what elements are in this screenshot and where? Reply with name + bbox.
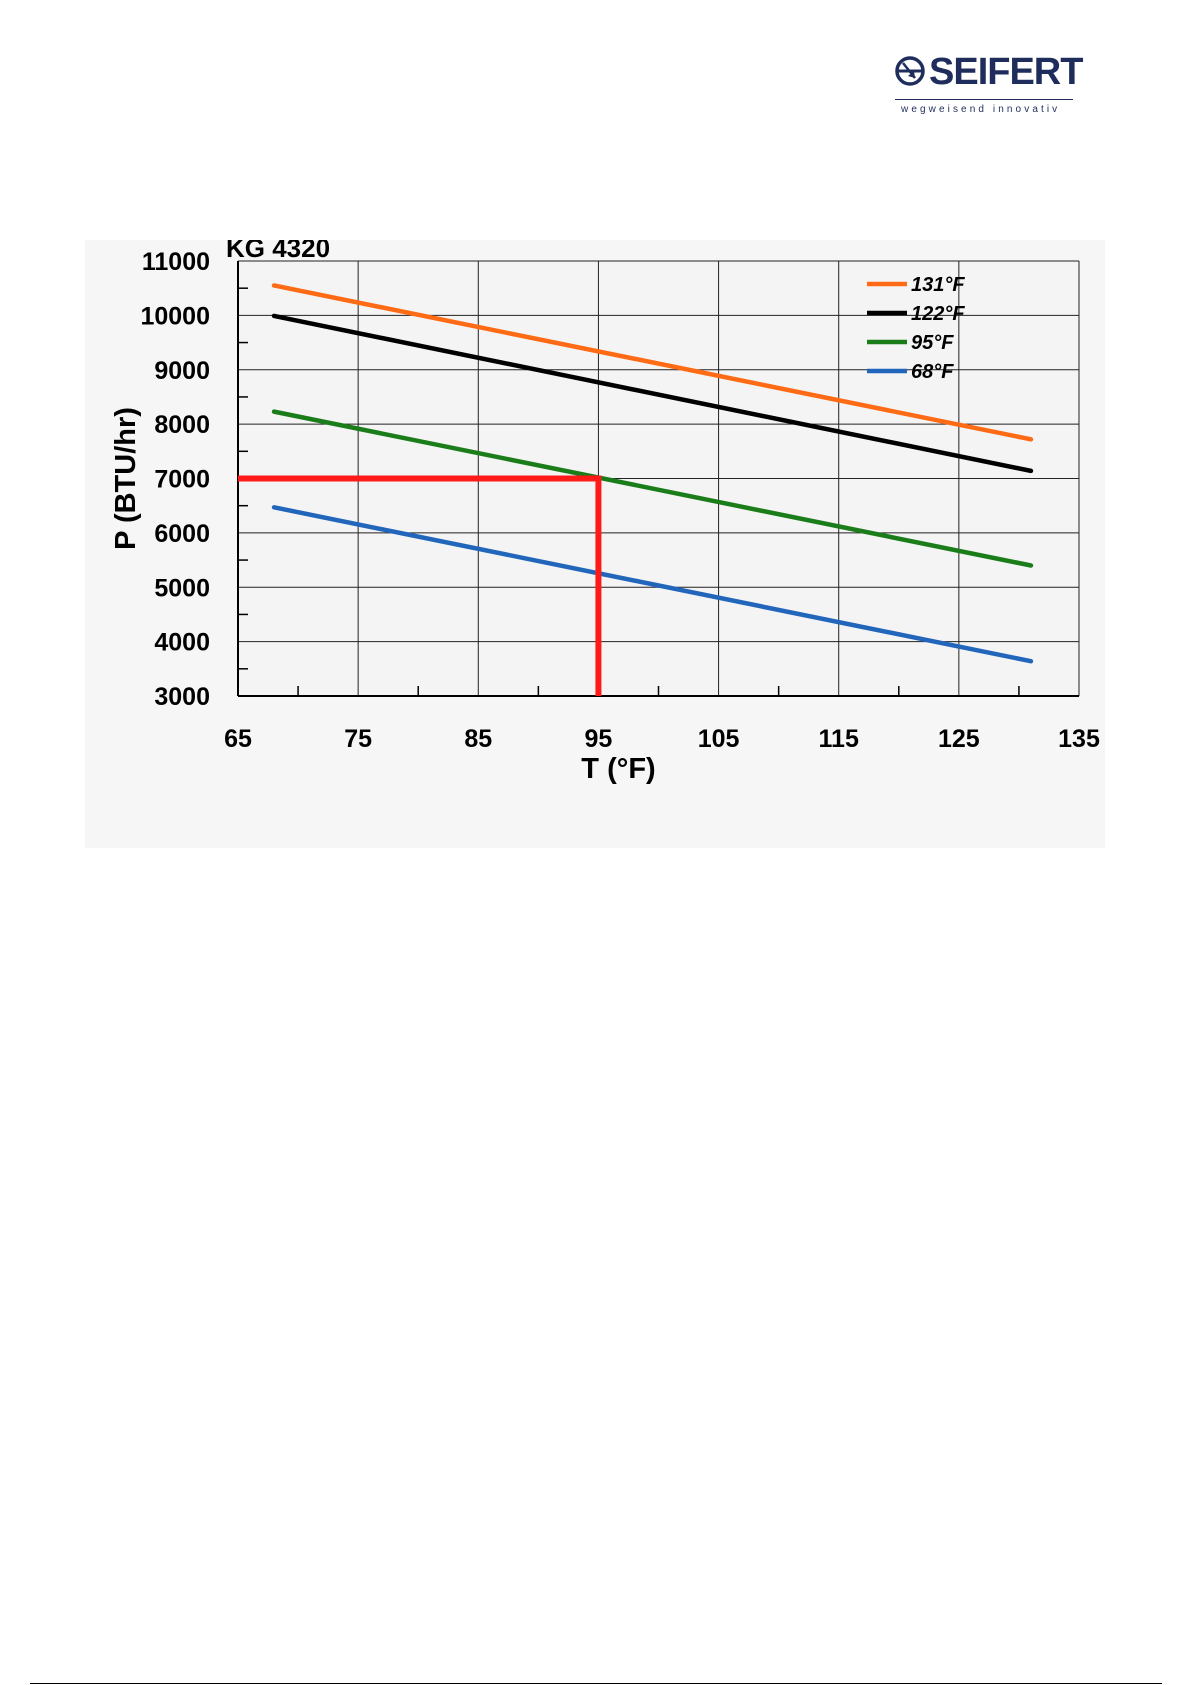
chart-title: KG 4320: [226, 240, 330, 263]
y-tick-label: 6000: [154, 520, 210, 548]
reference-line: [238, 475, 602, 696]
seifert-emblem-icon: [895, 56, 925, 86]
performance-chart: 3000 4000 5000 6000 7000 8000 9000 10000 11000 65…: [110, 240, 1100, 785]
x-tick-label: 75: [344, 725, 372, 753]
y-tick-label: 5000: [154, 574, 210, 602]
y-tick-label: 3000: [154, 683, 210, 711]
x-tick-label: 85: [464, 725, 492, 753]
series-line: [271, 409, 1034, 568]
y-tick-label: 4000: [154, 629, 210, 657]
y-tick-label: 11000: [142, 248, 210, 276]
x-tick-label: 95: [585, 725, 613, 753]
x-tick-label: 125: [938, 725, 980, 753]
legend-label: 131°F: [911, 274, 965, 296]
y-tick-label: 9000: [154, 357, 210, 385]
x-axis-title: T (°F): [581, 753, 655, 785]
x-tick-label: 115: [819, 725, 859, 753]
y-axis-title: P (BTU/hr): [110, 407, 142, 550]
x-tick-label: 65: [224, 725, 252, 753]
y-tick-label: 10000: [140, 302, 210, 330]
series-line: [271, 313, 1034, 474]
legend-label: 68°F: [911, 361, 954, 383]
seifert-logo: SEIFERT wegweisend innovativ: [895, 51, 1083, 122]
chart-panel: 3000 4000 5000 6000 7000 8000 9000 10000 11000 65…: [85, 240, 1105, 848]
brand-name: SEIFERT: [929, 51, 1083, 93]
y-tick-label: 7000: [154, 466, 210, 494]
legend-label: 95°F: [911, 332, 954, 354]
legend-label: 122°F: [911, 303, 965, 325]
logo-divider: [895, 99, 1073, 100]
x-tick-label: 105: [698, 725, 740, 753]
y-tick-label: 8000: [154, 411, 210, 439]
page-footer-rule: [30, 1683, 1162, 1684]
series-line: [271, 505, 1034, 664]
series-line: [271, 283, 1034, 442]
brand-tagline: wegweisend innovativ: [901, 104, 1061, 115]
x-tick-label: 135: [1058, 725, 1100, 753]
